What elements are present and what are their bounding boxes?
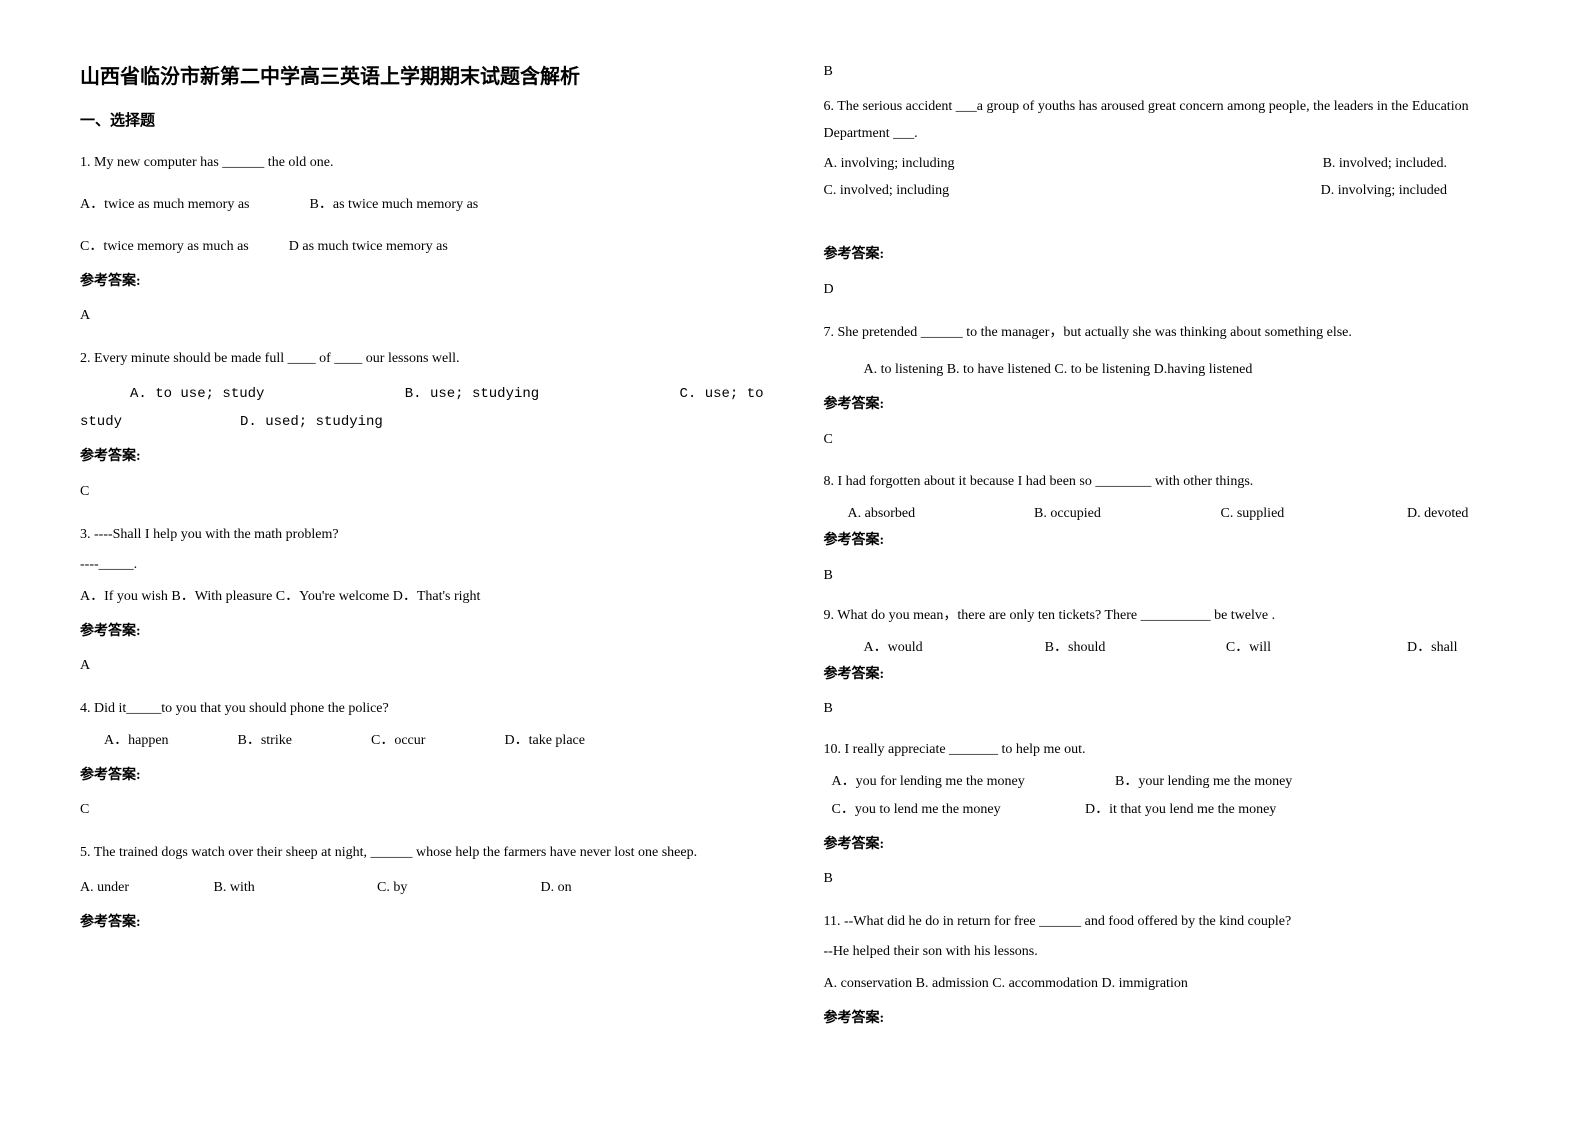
q10-answer: B [824, 866, 1508, 893]
prev-answer: B [824, 64, 1508, 80]
answer-label: 参考答案: [80, 269, 764, 296]
q3-text1: 3. ----Shall I help you with the math pr… [80, 522, 764, 549]
answer-label: 参考答案: [824, 528, 1508, 555]
q4-opt-c: C．occur [371, 727, 501, 755]
q6-text: 6. The serious accident ___a group of yo… [824, 94, 1508, 147]
answer-label: 参考答案: [824, 1006, 1508, 1033]
question-4: 4. Did it_____to you that you should pho… [80, 696, 764, 824]
q2-text: 2. Every minute should be made full ____… [80, 346, 764, 373]
q8-opt-d: D. devoted [1407, 500, 1507, 528]
q1-opt-d: D as much twice memory as [289, 233, 448, 261]
q5-text: 5. The trained dogs watch over their she… [80, 840, 764, 867]
q5-opt-a: A. under [80, 874, 210, 902]
answer-label: 参考答案: [824, 242, 1508, 269]
q6-opt-b: B. involved; included. [1323, 151, 1447, 178]
answer-label: 参考答案: [80, 444, 764, 471]
q3-text2: ----_____. [80, 552, 764, 579]
right-column: B 6. The serious accident ___a group of … [824, 60, 1508, 1048]
q9-opt-d: D．shall [1407, 634, 1507, 662]
q7-opts: A. to listening B. to have listened C. t… [824, 356, 1508, 384]
q6-opt-d: D. involving; included [1321, 178, 1447, 205]
q11-text1: 11. --What did he do in return for free … [824, 909, 1508, 936]
q7-answer: C [824, 427, 1508, 454]
q6-answer: D [824, 277, 1508, 304]
q2-opt-a: A. to use; study [130, 380, 405, 408]
q5-opt-c: C. by [377, 874, 537, 902]
answer-label: 参考答案: [824, 392, 1508, 419]
q4-answer: C [80, 797, 764, 824]
answer-label: 参考答案: [80, 910, 764, 937]
q4-opt-d: D．take place [505, 727, 585, 755]
q10-opt-b: B．your lending me the money [1115, 774, 1292, 789]
q4-opt-b: B．strike [238, 727, 368, 755]
q4-text: 4. Did it_____to you that you should pho… [80, 696, 764, 723]
answer-label: 参考答案: [824, 832, 1508, 859]
q1-opt-a: A．twice as much memory as [80, 191, 250, 219]
q2-answer: C [80, 479, 764, 506]
question-10: 10. I really appreciate _______ to help … [824, 737, 1508, 893]
q1-text: 1. My new computer has ______ the old on… [80, 150, 764, 177]
q9-opt-b: B．should [1045, 634, 1226, 662]
q9-answer: B [824, 696, 1508, 723]
q2-opt-d: D. used; studying [240, 408, 383, 436]
q8-opt-c: C. supplied [1221, 500, 1408, 528]
q1-opt-b: B．as twice much memory as [310, 191, 479, 219]
q8-text: 8. I had forgotten about it because I ha… [824, 469, 1508, 496]
q1-opt-c: C．twice memory as much as [80, 233, 249, 261]
question-11: 11. --What did he do in return for free … [824, 909, 1508, 1033]
section-heading: 一、选择题 [80, 109, 764, 130]
left-column: 山西省临汾市新第二中学高三英语上学期期末试题含解析 一、选择题 1. My ne… [80, 60, 764, 1048]
q5-opt-b: B. with [214, 874, 374, 902]
q8-answer: B [824, 563, 1508, 590]
q10-opt-a: A．you for lending me the money [832, 768, 1112, 796]
q4-opt-a: A．happen [104, 727, 234, 755]
q5-opt-d: D. on [541, 874, 572, 902]
answer-label: 参考答案: [824, 662, 1508, 689]
q8-opt-b: B. occupied [1034, 500, 1221, 528]
question-5: 5. The trained dogs watch over their she… [80, 840, 764, 937]
q9-opt-c: C．will [1226, 634, 1407, 662]
q8-opt-a: A. absorbed [848, 500, 1035, 528]
question-6: 6. The serious accident ___a group of yo… [824, 94, 1508, 304]
q10-opt-c: C．you to lend me the money [832, 796, 1082, 824]
q3-answer: A [80, 653, 764, 680]
question-1: 1. My new computer has ______ the old on… [80, 150, 764, 330]
question-9: 9. What do you mean，there are only ten t… [824, 603, 1508, 723]
answer-label: 参考答案: [80, 619, 764, 646]
q7-text: 7. She pretended ______ to the manager，b… [824, 320, 1508, 347]
q6-opt-a: A. involving; including [824, 151, 955, 178]
question-3: 3. ----Shall I help you with the math pr… [80, 522, 764, 680]
q9-opt-a: A．would [864, 634, 1045, 662]
q2-opt-c2: study [80, 408, 240, 436]
q11-opts: A. conservation B. admission C. accommod… [824, 970, 1508, 998]
q11-text2: --He helped their son with his lessons. [824, 939, 1508, 966]
q2-opt-c: C. use; to [680, 380, 764, 408]
q3-opts: A．If you wish B．With pleasure C．You're w… [80, 583, 764, 611]
q1-answer: A [80, 303, 764, 330]
q10-opt-d: D．it that you lend me the money [1085, 802, 1276, 817]
answer-label: 参考答案: [80, 763, 764, 790]
q10-text: 10. I really appreciate _______ to help … [824, 737, 1508, 764]
question-8: 8. I had forgotten about it because I ha… [824, 469, 1508, 589]
q9-text: 9. What do you mean，there are only ten t… [824, 603, 1508, 630]
document-title: 山西省临汾市新第二中学高三英语上学期期末试题含解析 [80, 60, 764, 89]
question-2: 2. Every minute should be made full ____… [80, 346, 764, 506]
question-7: 7. She pretended ______ to the manager，b… [824, 320, 1508, 454]
q6-opt-c: C. involved; including [824, 178, 950, 205]
q2-opt-b: B. use; studying [405, 380, 680, 408]
